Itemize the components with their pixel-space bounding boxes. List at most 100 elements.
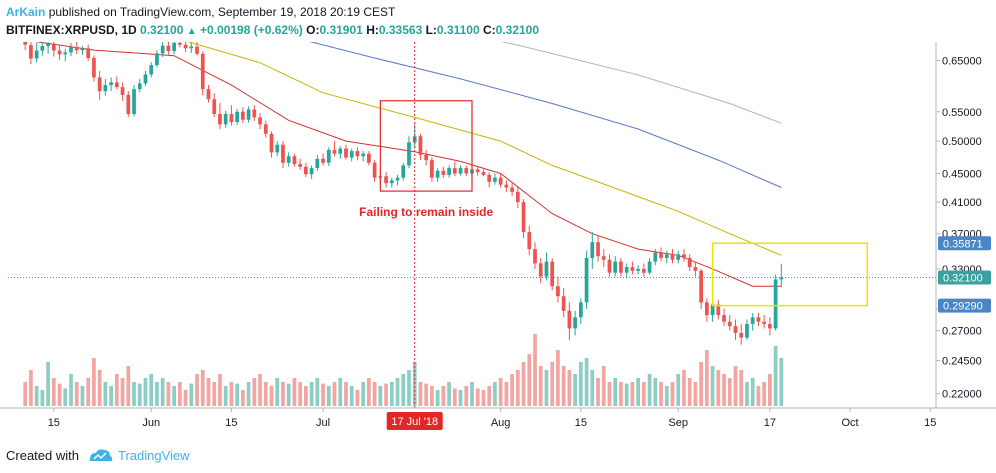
y-tick-label: 0.24500 <box>942 356 982 368</box>
candle-body <box>647 261 652 273</box>
volume-bar <box>613 378 618 406</box>
volume-bar <box>241 390 245 406</box>
y-tick-label: 0.22000 <box>942 389 982 401</box>
volume-bar <box>544 370 549 406</box>
volume-bar <box>647 374 652 406</box>
volume-bar <box>607 382 612 406</box>
candle-body <box>779 277 784 280</box>
volume-bar <box>653 378 658 406</box>
candle-body <box>120 87 125 95</box>
candle-body <box>716 304 721 316</box>
volume-bar <box>126 366 131 406</box>
volume-bar <box>722 374 726 406</box>
volume-bar <box>527 354 532 406</box>
tradingview-brand-link[interactable]: TradingView <box>118 448 190 463</box>
candle-body <box>756 317 761 322</box>
volume-bar <box>229 382 234 406</box>
ema-line-2 <box>187 42 782 256</box>
volume-bar <box>733 366 738 406</box>
volume-bar <box>103 382 108 406</box>
volume-bar <box>710 366 715 406</box>
candle-body <box>590 242 595 258</box>
volume-bar <box>143 378 148 406</box>
candle-body <box>155 53 159 66</box>
candle-body <box>693 267 698 271</box>
volume-bar <box>315 378 320 406</box>
last-price: 0.32100 <box>140 23 184 37</box>
volume-bar <box>556 350 560 406</box>
volume-bar <box>74 382 79 406</box>
candle-body <box>504 184 509 188</box>
candle-body <box>538 263 543 277</box>
candle-body <box>619 261 623 273</box>
low-value: 0.31100 <box>436 23 480 37</box>
y-tick-label: 0.41000 <box>942 197 982 209</box>
candle-body <box>166 45 171 52</box>
x-tick-label: Aug <box>491 417 511 429</box>
candle-body <box>177 42 182 45</box>
candle-body <box>114 82 119 88</box>
candle-body <box>407 142 411 166</box>
volume-bar <box>573 374 577 406</box>
crosshair-date-box <box>386 412 443 430</box>
volume-bar <box>29 370 33 406</box>
candle-body <box>326 149 331 163</box>
candle-body <box>97 77 102 92</box>
price-chart[interactable]: Failing to remain inside 0.65000 0.55000 0.… <box>0 42 996 437</box>
volume-bar <box>172 386 176 406</box>
volume-bar <box>401 374 406 406</box>
candle-body <box>241 111 245 120</box>
close-label: C: <box>482 23 496 37</box>
candle-body <box>727 321 732 327</box>
up-arrow-icon: ▲ <box>186 26 197 37</box>
candle-body <box>69 46 73 53</box>
candle-body <box>338 148 343 154</box>
candle-body <box>452 168 457 174</box>
volume-bar <box>727 378 732 406</box>
volume-bar <box>292 378 297 406</box>
volume-bar <box>137 383 142 406</box>
x-tick-label: Jul <box>316 417 330 429</box>
volume-bar <box>223 386 228 406</box>
candle-body <box>498 177 503 185</box>
volume-bar <box>200 370 205 406</box>
candle-body <box>286 156 291 163</box>
author-name[interactable]: ArKain <box>6 5 46 19</box>
candle-body <box>533 249 537 264</box>
volume-bar <box>166 382 171 406</box>
price-tag-box <box>938 236 991 251</box>
candle-body <box>607 259 612 273</box>
volume-bar <box>344 382 348 406</box>
volume-bar <box>286 383 291 406</box>
volume-bar <box>263 382 268 406</box>
volume-bar <box>682 370 686 406</box>
candle-body <box>355 151 360 157</box>
candle-body <box>206 89 211 100</box>
candle-body <box>447 168 451 175</box>
tradingview-logo-icon[interactable] <box>86 445 114 465</box>
volume-bar <box>46 362 50 406</box>
volume-bar <box>693 382 698 406</box>
candle-body <box>92 58 96 78</box>
candle-body <box>670 254 675 260</box>
candle-body <box>235 111 239 123</box>
x-tick-label: 15 <box>575 417 587 429</box>
volume-bar <box>641 382 646 406</box>
volume-bar <box>275 378 280 406</box>
volume-bar <box>590 370 595 406</box>
candle-body <box>487 174 492 182</box>
volume-bar <box>218 374 222 406</box>
high-value: 0.33563 <box>378 23 423 37</box>
annotation-box-yellow <box>711 242 869 307</box>
candle-body <box>246 109 251 120</box>
candle-body <box>298 164 303 167</box>
volume-bar <box>338 378 343 406</box>
volume-bar <box>80 386 85 406</box>
volume-bar <box>447 382 451 406</box>
candle-body <box>34 50 39 59</box>
candle-body <box>682 254 686 258</box>
candle-body <box>361 153 366 157</box>
volume-bar <box>521 362 526 406</box>
volume-bar <box>57 383 62 406</box>
price-change: +0.00198 (+0.62%) <box>200 23 303 37</box>
